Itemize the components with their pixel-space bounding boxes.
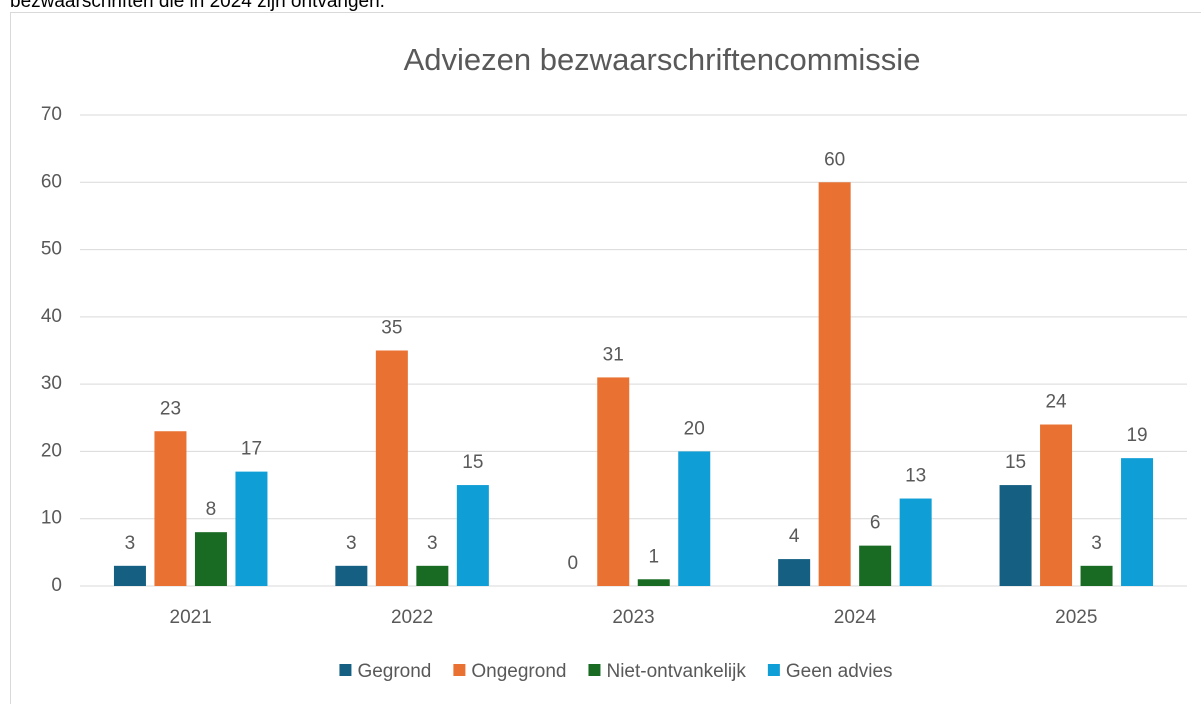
bar: [899, 498, 932, 586]
legend-swatch: [767, 664, 780, 676]
x-tick-label: 2025: [1055, 607, 1097, 628]
bar: [597, 377, 630, 586]
y-tick-label: 30: [41, 373, 62, 394]
bar: [637, 579, 670, 586]
bar: [154, 431, 187, 586]
legend-label: Gegrond: [357, 661, 431, 682]
legend-label: Ongegrond: [471, 661, 566, 682]
bar: [778, 559, 811, 586]
value-label: 20: [684, 418, 705, 439]
value-label: 6: [870, 513, 881, 534]
value-label: 8: [206, 499, 217, 520]
value-label: 17: [241, 439, 262, 460]
legend-swatch: [339, 664, 352, 676]
value-label: 24: [1045, 392, 1067, 413]
bar: [859, 545, 892, 586]
value-label: 13: [905, 466, 926, 487]
bar: [375, 350, 408, 586]
bar: [113, 565, 146, 586]
legend-label: Niet-ontvankelijk: [606, 661, 746, 682]
legend-swatch: [453, 664, 466, 676]
value-label: 31: [603, 344, 624, 365]
x-tick-label: 2023: [612, 607, 654, 628]
bar: [456, 485, 489, 586]
bar: [235, 471, 268, 586]
value-label: 3: [1091, 533, 1102, 554]
chart-title: Adviezen bezwaarschriftencommissie: [404, 42, 921, 77]
y-tick-label: 0: [51, 575, 62, 596]
y-tick-label: 20: [41, 440, 62, 461]
value-label: 15: [462, 452, 483, 473]
y-tick-label: 50: [41, 239, 62, 260]
value-label: 19: [1126, 425, 1147, 446]
value-label: 3: [125, 533, 136, 554]
y-tick-label: 60: [41, 171, 62, 192]
value-label: 60: [824, 149, 845, 170]
bar: [1080, 565, 1113, 586]
bar: [1040, 424, 1073, 586]
bar: [335, 565, 368, 586]
value-label: 23: [160, 398, 181, 419]
bar: [999, 485, 1032, 586]
value-label: 15: [1005, 452, 1026, 473]
intro-text: bezwaarschriften die in 2024 zijn ontvan…: [10, 0, 385, 12]
value-label: 0: [567, 553, 578, 574]
x-tick-label: 2021: [170, 607, 212, 628]
x-tick-label: 2022: [391, 607, 433, 628]
value-label: 3: [427, 533, 438, 554]
bar: [678, 451, 711, 586]
value-label: 3: [346, 533, 357, 554]
y-tick-label: 70: [41, 104, 62, 125]
bar: [194, 532, 227, 586]
chart-frame: [10, 12, 1201, 704]
bar: [818, 182, 851, 587]
bar: [1121, 458, 1154, 586]
y-tick-label: 10: [41, 508, 62, 529]
value-label: 1: [648, 546, 659, 567]
x-tick-label: 2024: [834, 607, 877, 628]
y-tick-label: 40: [41, 306, 62, 327]
value-label: 35: [381, 318, 402, 339]
legend-swatch: [588, 664, 601, 676]
legend-label: Geen advies: [786, 661, 893, 682]
bar: [416, 565, 449, 586]
value-label: 4: [789, 526, 800, 547]
